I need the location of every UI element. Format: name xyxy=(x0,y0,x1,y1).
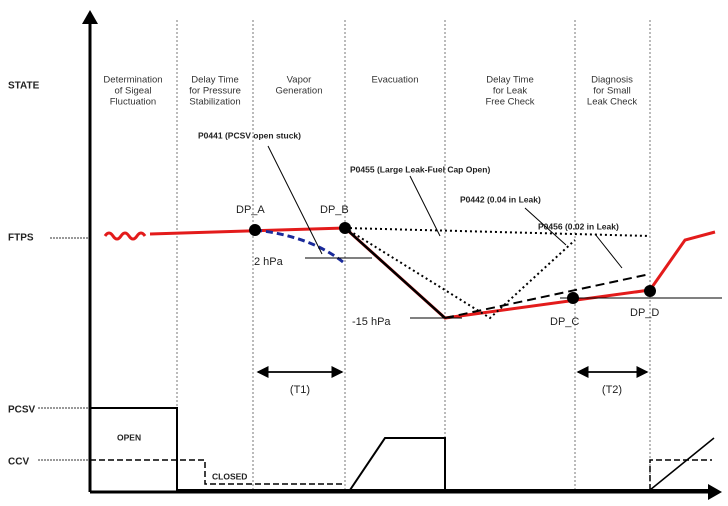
p0456-curve xyxy=(444,273,651,319)
point-label: DP_A xyxy=(236,204,265,216)
phase-label: of Sigeal xyxy=(115,86,152,97)
point-label: DP_C xyxy=(550,316,579,328)
axes xyxy=(82,10,722,500)
row-label: STATE xyxy=(8,81,40,92)
phase-dividers xyxy=(176,20,651,490)
p0442-curve xyxy=(344,227,576,320)
valve-state: OPEN xyxy=(117,432,141,442)
dp-markers xyxy=(249,222,656,304)
valve-state: CLOSED xyxy=(212,471,247,481)
phase-label: Leak Check xyxy=(587,97,637,108)
phase-label: Stabilization xyxy=(189,97,240,108)
pcsv-signal xyxy=(90,407,712,491)
phase-label: Free Check xyxy=(485,97,534,108)
phase-label: for Leak xyxy=(493,86,528,97)
phase-label: Delay Time xyxy=(191,75,239,86)
ccv-ramp xyxy=(649,437,715,491)
annotation: P0456 (0.02 in Leak) xyxy=(538,221,619,231)
point-label: DP_D xyxy=(630,307,659,319)
row-label: FTPS xyxy=(8,233,34,244)
phase-label: Fluctuation xyxy=(110,97,156,108)
phase-label: Vapor xyxy=(287,75,312,86)
ftps-fluctuation xyxy=(103,231,147,241)
phase-label: Generation xyxy=(275,86,322,97)
p0455-curve xyxy=(344,227,651,237)
phase-label: for Pressure xyxy=(189,86,241,97)
ccv-evacuation xyxy=(349,437,446,491)
annotation: P0455 (Large Leak-Fuel Cap Open) xyxy=(350,164,490,174)
phase-label: Evacuation xyxy=(371,75,418,86)
interval-label: (T2) xyxy=(602,384,622,396)
level-label: 2 hPa xyxy=(254,256,284,268)
phase-label: Diagnosis xyxy=(591,75,633,86)
annotation: P0441 (PCSV open stuck) xyxy=(198,130,301,140)
phase-label: for Small xyxy=(593,86,630,97)
annotation: P0442 (0.04 in Leak) xyxy=(460,194,541,204)
level-label: -15 hPa xyxy=(352,316,391,328)
reference-lines xyxy=(267,145,722,319)
row-ticks xyxy=(38,237,88,461)
row-label: PCSV xyxy=(8,405,36,416)
p0441-curve xyxy=(254,228,344,264)
interval-label: (T1) xyxy=(290,384,310,396)
point-label: DP_B xyxy=(320,204,349,216)
evacuation-line xyxy=(344,227,446,319)
ccv-dashed xyxy=(649,459,712,490)
row-label: CCV xyxy=(8,457,29,468)
ftps-curve xyxy=(149,226,716,320)
ccv-signal xyxy=(90,459,345,485)
phase-label: Determination xyxy=(103,75,162,86)
phase-label: Delay Time xyxy=(486,75,534,86)
